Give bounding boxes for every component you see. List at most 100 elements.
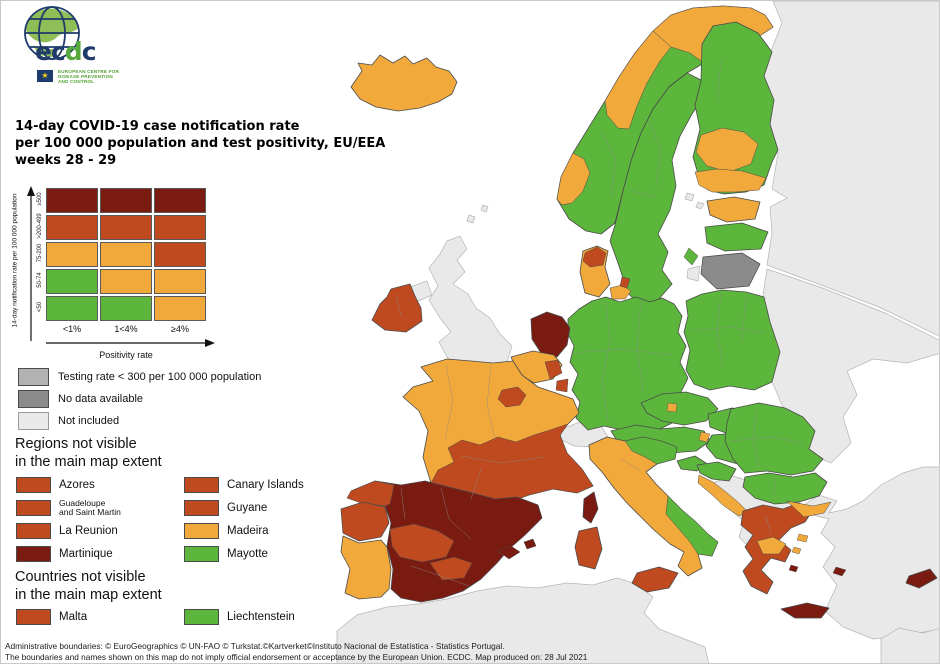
map-region-portugal-south xyxy=(340,535,392,600)
matrix-col-label-1: 1<4% xyxy=(114,324,138,334)
map-region-corsica xyxy=(582,491,599,524)
matrix-col-label-2: ≥4% xyxy=(171,324,189,334)
list-item-martinique: Martinique xyxy=(16,544,184,564)
swatch-canary-islands xyxy=(184,477,219,493)
list-item-guadeloupe: Guadeloupe and Saint Martin xyxy=(16,498,184,518)
matrix-cell-4-1 xyxy=(100,296,152,321)
matrix-x-axis-label: Positivity rate xyxy=(99,350,153,360)
eu-flag-icon: ★ xyxy=(37,70,53,82)
map-region-paris xyxy=(497,386,527,408)
map-region-island-lesbos xyxy=(796,533,809,543)
map-region-estonia xyxy=(706,196,761,223)
swatch-guyane xyxy=(184,500,219,516)
map-region-iceland xyxy=(350,54,458,112)
ecdc-org-name: EUROPEAN CENTRE FOR DISEASE PREVENTION A… xyxy=(58,69,119,85)
swatch-azores xyxy=(16,477,51,493)
map-region-italy-ne xyxy=(624,436,678,465)
map-region-denmark-north xyxy=(582,246,607,268)
list-item-guyane: Guyane xyxy=(184,498,344,518)
map-region-crete xyxy=(780,602,830,619)
list-item-madeira: Madeira xyxy=(184,521,344,541)
map-region-spain-red2 xyxy=(429,556,473,581)
map-region-sardinia xyxy=(574,526,603,570)
countries-not-visible-heading: Countries not visible in the main map ex… xyxy=(15,569,162,603)
map-region-spain-red1 xyxy=(389,523,455,563)
legend-item-no-data: No data available xyxy=(18,390,318,408)
matrix-cell-1-0 xyxy=(46,215,98,240)
swatch-madeira xyxy=(184,523,219,539)
map-region-cyprus xyxy=(905,568,938,589)
regions-not-visible-list: Azores Canary Islands Guadeloupe and Sain… xyxy=(16,475,344,564)
matrix-cell-1-2 xyxy=(154,215,206,240)
map-region-ireland xyxy=(371,283,423,333)
map-credits: Administrative boundaries: © EuroGeograp… xyxy=(5,641,588,662)
map-region-island-cyclades xyxy=(788,564,799,573)
matrix-cell-0-2 xyxy=(154,188,206,213)
map-region-croatia xyxy=(696,461,737,482)
regions-not-visible-heading: Regions not visible in the main map exte… xyxy=(15,436,162,470)
matrix-cell-3-1 xyxy=(100,269,152,294)
map-region-galicia xyxy=(346,480,395,507)
matrix-cell-0-0 xyxy=(46,188,98,213)
map-region-denmark-copenhagen xyxy=(619,276,631,289)
list-item-mayotte: Mayotte xyxy=(184,544,344,564)
matrix-cell-3-2 xyxy=(154,269,206,294)
swatch-la-reunion xyxy=(16,523,51,539)
matrix-cell-1-1 xyxy=(100,215,152,240)
swatch-malta xyxy=(16,609,51,625)
map-region-gotland xyxy=(683,247,699,266)
map-region-balearics xyxy=(497,545,521,560)
ecdc-logo: ecdc ★ EUROPEAN CENTRE FOR DISEASE PREVE… xyxy=(1,1,131,96)
ecdc-wordmark: ecdc xyxy=(35,37,97,66)
list-item-malta: Malta xyxy=(16,607,184,627)
ecdc-globe-icon xyxy=(24,6,80,60)
map-region-faroe xyxy=(684,192,705,210)
matrix-cell-4-2 xyxy=(154,296,206,321)
legend-item-testing-rate: Testing rate < 300 per 100 000 populatio… xyxy=(18,368,318,386)
map-region-romania xyxy=(724,402,824,476)
matrix-cell-2-2 xyxy=(154,242,206,267)
map-region-lithuania xyxy=(700,252,761,290)
map-region-finland-south xyxy=(694,168,767,193)
risk-matrix-legend: 14-day notification rate per 100 000 pop… xyxy=(1,181,231,371)
map-region-middle-east xyxy=(880,627,939,663)
map-region-greece-ne xyxy=(786,500,832,518)
matrix-y-axis-label: 14-day notification rate per 100 000 pop… xyxy=(11,193,19,328)
matrix-x-arrow xyxy=(46,339,215,347)
map-region-norway-west xyxy=(556,152,591,206)
internal-region-borders xyxy=(395,60,805,587)
map-region-bulgaria xyxy=(742,472,828,505)
map-region-netherlands xyxy=(530,311,571,358)
legend-item-not-included: Not included xyxy=(18,412,318,430)
map-region-prague xyxy=(666,402,678,413)
map-region-sicily xyxy=(631,566,679,593)
map-region-poland xyxy=(683,289,781,391)
matrix-cell-2-0 xyxy=(46,242,98,267)
legend-swatch-no-data xyxy=(18,390,49,408)
matrix-cell-3-0 xyxy=(46,269,98,294)
status-legend: Testing rate < 300 per 100 000 populatio… xyxy=(18,368,318,434)
legend-swatch-testing-rate xyxy=(18,368,49,386)
map-region-balearics2 xyxy=(523,538,537,550)
swatch-mayotte xyxy=(184,546,219,562)
map-region-luxembourg xyxy=(555,378,569,393)
matrix-col-label-0: <1% xyxy=(62,324,82,334)
swatch-liechtenstein xyxy=(184,609,219,625)
map-region-north-africa xyxy=(336,577,709,663)
map-region-italy-east xyxy=(665,495,719,557)
matrix-cell-2-1 xyxy=(100,242,152,267)
map-region-finland-central xyxy=(695,127,759,173)
matrix-cell-4-0 xyxy=(46,296,98,321)
map-region-norway-coast xyxy=(604,30,672,130)
matrix-row-label-4: <50 xyxy=(37,301,43,313)
list-item-la-reunion: La Reunion xyxy=(16,521,184,541)
countries-not-visible-list: Malta Liechtenstein xyxy=(16,607,344,627)
matrix-cell-0-1 xyxy=(100,188,152,213)
list-item-canary-islands: Canary Islands xyxy=(184,475,344,495)
map-region-greece-central xyxy=(756,536,787,555)
swatch-martinique xyxy=(16,546,51,562)
list-item-liechtenstein: Liechtenstein xyxy=(184,607,344,627)
map-region-turkey xyxy=(800,466,939,640)
legend-swatch-not-included xyxy=(18,412,49,430)
